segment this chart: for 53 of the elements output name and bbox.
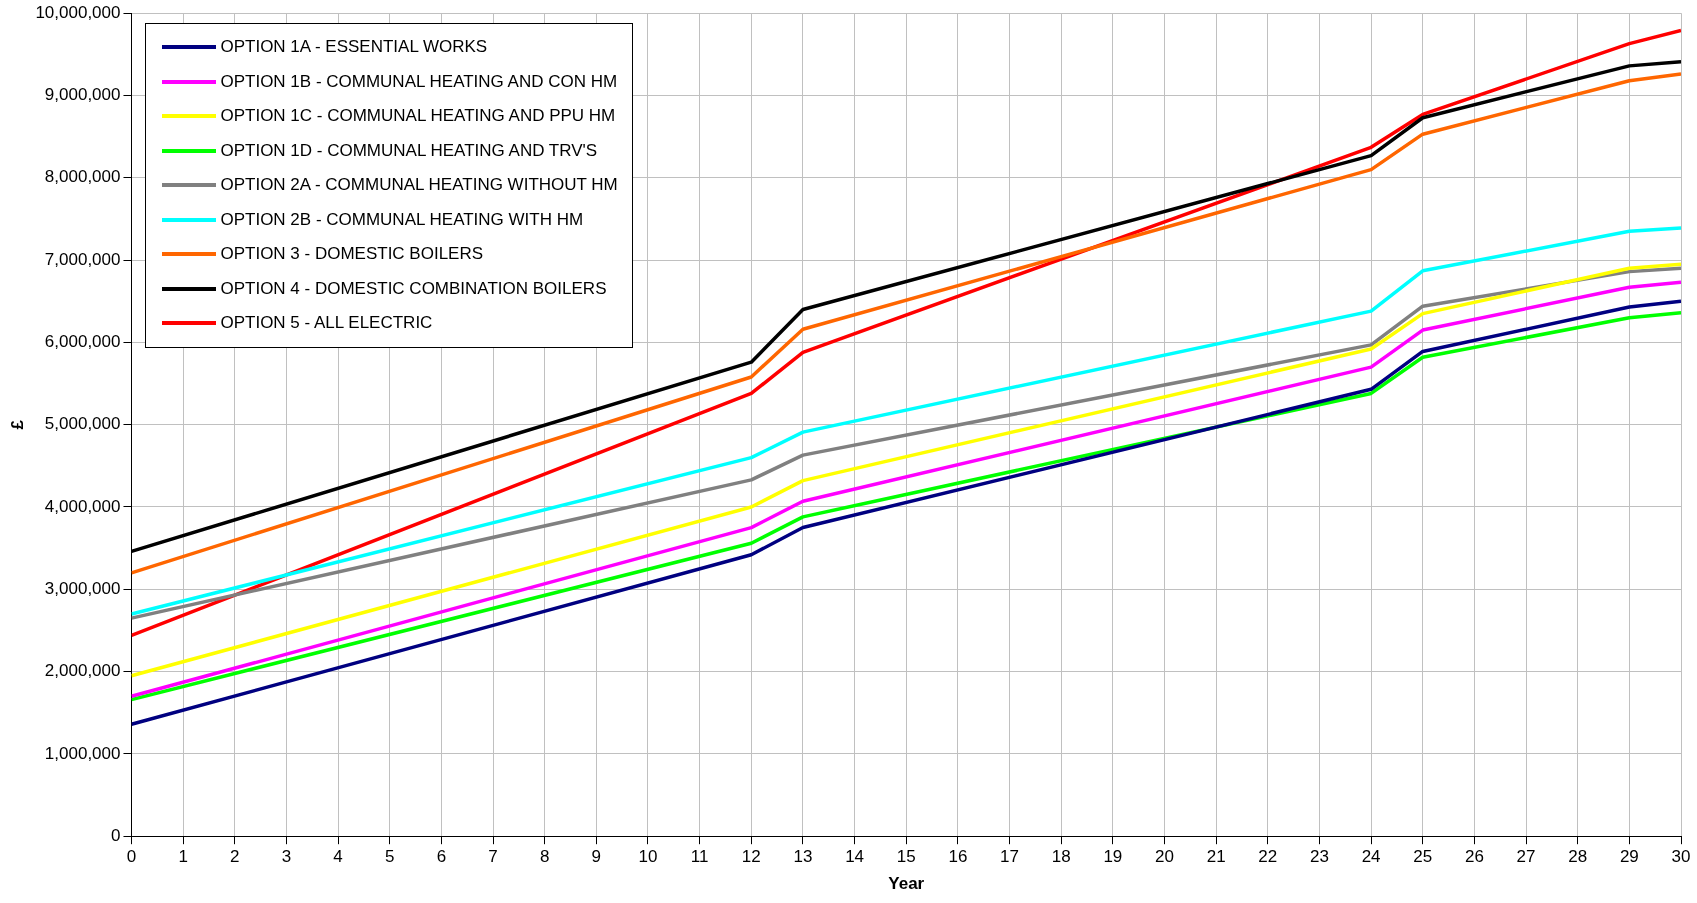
- x-tick-label: 22: [1258, 847, 1278, 867]
- y-tick-label: 3,000,000: [44, 578, 121, 598]
- x-tick-label: 23: [1309, 847, 1329, 867]
- x-tick-label: 3: [281, 847, 292, 867]
- x-tick-label: 28: [1568, 847, 1588, 867]
- y-tick-label: 2,000,000: [44, 661, 121, 681]
- x-tick-label: 4: [333, 847, 343, 867]
- x-tick-label: 26: [1464, 847, 1484, 867]
- x-tick-label: 21: [1206, 847, 1226, 867]
- x-tick-label: 12: [741, 847, 761, 867]
- x-tick-label: 13: [793, 847, 813, 867]
- x-tick-label: 30: [1671, 847, 1691, 867]
- y-tick-label: 8,000,000: [44, 167, 121, 187]
- x-tick-label: 0: [126, 847, 137, 867]
- x-tick-label: 14: [845, 847, 865, 867]
- y-tick-label: 0: [111, 825, 121, 845]
- x-tick-label: 9: [591, 847, 602, 867]
- x-tick-label: 2: [230, 847, 240, 867]
- x-tick-label: 27: [1516, 847, 1536, 867]
- legend-label: OPTION 1C - COMMUNAL HEATING AND PPU HM: [220, 106, 616, 127]
- legend-label: OPTION 2A - COMMUNAL HEATING WITHOUT HM: [220, 175, 618, 196]
- legend-label: OPTION 1D - COMMUNAL HEATING AND TRV'S: [220, 140, 598, 161]
- x-tick-label: 11: [690, 847, 709, 867]
- y-tick-label: 7,000,000: [44, 249, 121, 269]
- x-tick-label: 18: [1051, 847, 1071, 867]
- x-tick-label: 1: [178, 847, 188, 867]
- x-tick-label: 16: [948, 847, 968, 867]
- x-tick-label: 24: [1361, 847, 1381, 867]
- legend-label: OPTION 3 - DOMESTIC BOILERS: [220, 244, 484, 265]
- legend-label: OPTION 5 - ALL ELECTRIC: [220, 313, 433, 334]
- x-tick-label: 19: [1103, 847, 1123, 867]
- x-tick-label: 17: [1000, 847, 1019, 867]
- legend-label: OPTION 1B - COMMUNAL HEATING AND CON HM: [220, 71, 618, 92]
- x-tick-label: 6: [436, 847, 447, 867]
- legend-label: OPTION 1A - ESSENTIAL WORKS: [220, 37, 488, 58]
- x-tick-label: 5: [385, 847, 395, 867]
- legend-label: OPTION 4 - DOMESTIC COMBINATION BOILERS: [220, 278, 607, 299]
- x-tick-label: 20: [1155, 847, 1174, 867]
- y-tick-label: 9,000,000: [44, 85, 121, 105]
- x-tick-label: 7: [488, 847, 498, 867]
- y-tick-label: 6,000,000: [44, 332, 121, 352]
- y-tick-label: 1,000,000: [44, 743, 121, 763]
- y-tick-label: 5,000,000: [44, 414, 121, 434]
- x-tick-label: 25: [1413, 847, 1433, 867]
- x-axis-title: Year: [888, 874, 925, 894]
- x-tick-label: 10: [638, 847, 658, 867]
- x-tick-label: 8: [539, 847, 550, 867]
- y-axis-title: £: [7, 419, 27, 430]
- x-tick-label: 29: [1619, 847, 1639, 867]
- y-tick-label: 4,000,000: [44, 496, 121, 516]
- x-tick-label: 15: [896, 847, 916, 867]
- legend-label: OPTION 2B - COMMUNAL HEATING WITH HM: [220, 209, 584, 230]
- y-tick-label: 10,000,000: [35, 2, 121, 22]
